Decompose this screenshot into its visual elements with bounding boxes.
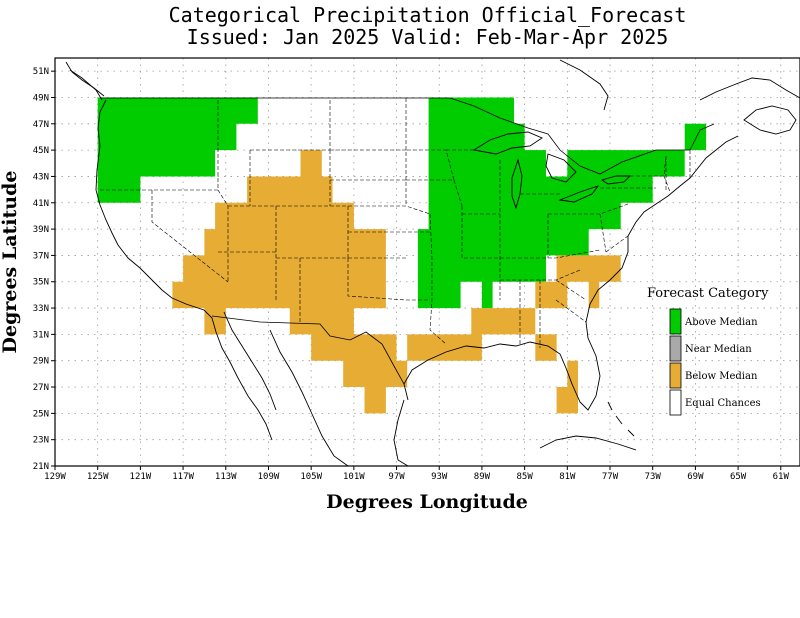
x-tick-label: 105W: [300, 472, 322, 482]
x-tick-label: 73W: [645, 472, 662, 482]
y-tick-label: 37N: [33, 251, 49, 261]
x-tick-label: 89W: [474, 472, 491, 482]
legend-swatch-above-median: [669, 308, 682, 335]
y-tick-label: 21N: [33, 462, 49, 472]
y-tick-label: 25N: [33, 409, 49, 419]
x-tick-label: 93W: [431, 472, 448, 482]
y-tick-label: 43N: [33, 172, 49, 182]
y-tick-label: 35N: [33, 278, 49, 288]
gulf-of-california-line: [223, 311, 277, 411]
x-tick-label: 69W: [687, 472, 704, 482]
canada-coast-line: [65, 61, 105, 97]
x-tick-label: 113W: [215, 472, 237, 482]
legend-label-near-median: Near Median: [685, 344, 752, 355]
x-tick-label: 121W: [130, 472, 152, 482]
x-tick-label: 117W: [172, 472, 194, 482]
west-coast-line: [95, 99, 273, 441]
legend-swatch-near-median: [669, 335, 682, 362]
lake-huron: [545, 153, 577, 183]
below-median-region-3: [407, 255, 621, 414]
title-line-2: Issued: Jan 2025 Valid: Feb-Mar-Apr 2025: [186, 25, 669, 49]
gulf-coast-line: [403, 321, 601, 411]
y-tick-label: 41N: [33, 199, 49, 209]
y-tick-label: 49N: [33, 93, 49, 103]
y-tick-label: 27N: [33, 383, 49, 393]
lake-michigan: [511, 158, 523, 210]
state-lines: [100, 98, 691, 348]
below-median-region-2: [172, 150, 408, 414]
plot-frame: [54, 57, 800, 467]
y-tick-label: 33N: [33, 304, 49, 314]
x-tick-label: 129W: [44, 472, 66, 482]
y-tick-label: 39N: [33, 225, 49, 235]
labrador-coast-line: [699, 77, 800, 101]
legend-label-above-median: Above Median: [684, 317, 758, 328]
forecast-regions: [97, 97, 707, 414]
x-tick-label: 97W: [388, 472, 405, 482]
x-tick-label: 77W: [602, 472, 619, 482]
y-axis-ticks: 21N 23N 25N 27N 29N 31N 33N 35N 37N 39N 41N 43N 45N 4…: [33, 67, 55, 472]
newfoundland-line: [743, 105, 797, 135]
above-median-region-0: [97, 97, 258, 203]
y-tick-label: 45N: [33, 146, 49, 156]
vancouver-island-line: [69, 69, 103, 101]
y-axis-title: Degrees Latitude: [0, 171, 21, 354]
us-mexico-border: [211, 315, 405, 385]
map-title: Categorical Precipitation Official_Forec…: [0, 4, 800, 48]
lake-superior: [472, 131, 543, 155]
east-coast-line: [585, 135, 739, 323]
x-tick-label: 101W: [343, 472, 365, 482]
y-tick-label: 23N: [33, 436, 49, 446]
x-tick-label: 65W: [730, 472, 747, 482]
x-tick-label: 81W: [559, 472, 576, 482]
x-axis-ticks: 129W 125W 121W 117W 113W 109W 105W 101W 97W 93W 89…: [44, 466, 789, 482]
bahamas-line: [607, 401, 635, 437]
y-tick-label: 31N: [33, 330, 49, 340]
y-tick-label: 29N: [33, 357, 49, 367]
above-median-region-1: [417, 97, 707, 309]
legend-label-below-median: Below Median: [685, 371, 758, 382]
us-canada-border: [100, 97, 715, 175]
x-tick-label: 61W: [773, 472, 790, 482]
legend: Forecast Category Above Median Near Media…: [647, 286, 769, 416]
lake-erie: [558, 185, 600, 203]
x-axis-title: Degrees Longitude: [326, 491, 528, 513]
lake-ontario: [600, 175, 632, 185]
hudson-bay-line: [559, 59, 609, 111]
mexico-gulf-coast-line: [393, 399, 409, 466]
title-line-1: Categorical Precipitation Official_Forec…: [168, 3, 687, 27]
cuba-line: [539, 435, 637, 451]
y-tick-label: 47N: [33, 120, 49, 130]
y-tick-label: 51N: [33, 67, 49, 77]
x-tick-label: 85W: [516, 472, 533, 482]
legend-swatch-below-median: [669, 362, 682, 389]
basemap: [65, 59, 800, 466]
x-tick-label: 109W: [258, 472, 280, 482]
legend-swatch-equal-chances: [669, 389, 682, 416]
legend-title: Forecast Category: [647, 286, 769, 301]
x-tick-label: 125W: [87, 472, 109, 482]
mexico-west-coast-line: [269, 329, 349, 466]
legend-label-equal-chances: Equal Chances: [685, 398, 761, 409]
